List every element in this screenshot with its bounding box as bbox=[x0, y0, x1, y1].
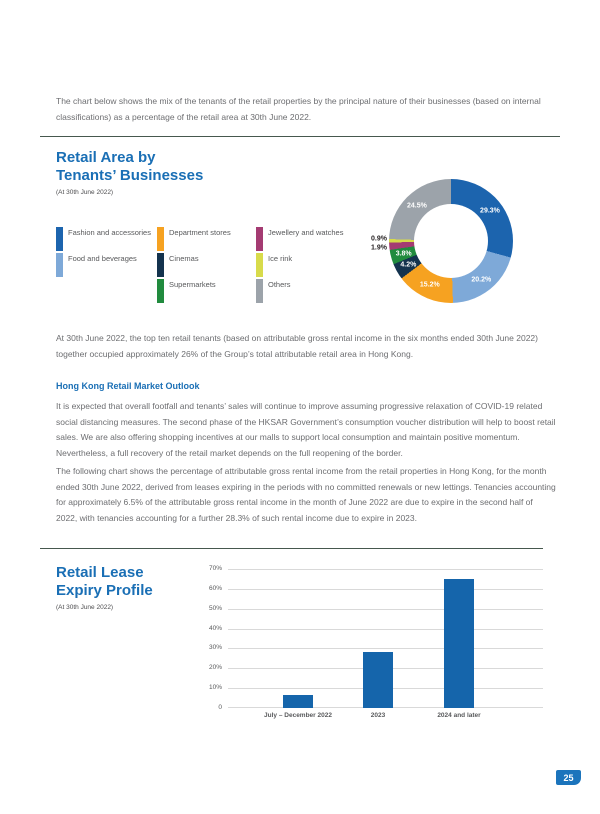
pie-legend-column: Jewellery and watches Ice rink Others bbox=[256, 227, 343, 305]
pie-value-label: 1.9% bbox=[371, 244, 387, 252]
after-pie-paragraph: At 30th June 2022, the top ten retail te… bbox=[56, 333, 538, 359]
pie-legend-column: Department stores Cinemas Supermarkets bbox=[157, 227, 231, 305]
gridline bbox=[228, 569, 543, 570]
pie-legend: Fashion and accessories Food and beverage… bbox=[56, 227, 356, 309]
gridline bbox=[228, 648, 543, 650]
legend-swatch bbox=[256, 253, 263, 277]
x-category-label: 2023 bbox=[370, 712, 386, 719]
bar-section-title-line2: Expiry Profile bbox=[56, 582, 153, 599]
legend-swatch bbox=[56, 253, 63, 277]
pie-value-label: 20.2% bbox=[471, 276, 492, 284]
legend-swatch bbox=[56, 227, 63, 251]
pie-value-label: 24.5% bbox=[406, 202, 427, 210]
pie-value-label: 29.3% bbox=[480, 207, 500, 215]
bar-section-subtitle: (At 30th June 2022) bbox=[56, 604, 114, 611]
legend-swatch bbox=[157, 279, 164, 303]
legend-label: Ice rink bbox=[268, 254, 293, 263]
outlook-paragraph-1: It is expected that overall footfall and… bbox=[56, 401, 556, 458]
x-category-label: July – December 2022 bbox=[264, 712, 332, 719]
section-divider-bottom bbox=[40, 548, 543, 549]
section-divider-top bbox=[40, 136, 560, 137]
legend-swatch bbox=[157, 253, 164, 277]
legend-item: Food and beverages bbox=[56, 253, 151, 279]
page-number-badge: 25 bbox=[556, 770, 581, 785]
legend-item: Cinemas bbox=[157, 253, 231, 279]
outlook-paragraph-2: The following chart shows the percentage… bbox=[56, 466, 556, 523]
gridline bbox=[228, 608, 543, 610]
gridline bbox=[228, 588, 543, 590]
y-tick-label: 20% bbox=[208, 664, 222, 672]
y-tick-label: 70% bbox=[208, 565, 222, 572]
legend-item: Others bbox=[256, 279, 343, 305]
legend-label: Food and beverages bbox=[68, 254, 137, 263]
y-tick-label: 30% bbox=[208, 644, 222, 652]
pie-section-title: Retail Area by Tenants’ Businesses (At 3… bbox=[56, 149, 203, 198]
intro-paragraph: The chart below shows the mix of the ten… bbox=[56, 96, 541, 122]
legend-item: Jewellery and watches bbox=[256, 227, 343, 253]
pie-section-subtitle: (At 30th June 2022) bbox=[56, 189, 114, 196]
outlook-heading: Hong Kong Retail Market Outlook bbox=[56, 381, 200, 391]
pie-value-label: 4.2% bbox=[400, 261, 417, 269]
bar-section-title: Retail Lease Expiry Profile (At 30th Jun… bbox=[56, 564, 153, 613]
y-tick-label: 40% bbox=[208, 624, 222, 632]
bar bbox=[363, 651, 393, 708]
legend-label: Fashion and accessories bbox=[68, 228, 151, 237]
donut-chart: 29.3% 20.2% 15.2% 4.2% 3.8% 24.5% 0.9% 1.9% bbox=[371, 162, 546, 322]
pie-section-title-line1: Retail Area by bbox=[56, 149, 156, 166]
legend-label: Others bbox=[268, 280, 291, 289]
pie-section-title-line2: Tenants’ Businesses bbox=[56, 167, 204, 184]
legend-label: Jewellery and watches bbox=[268, 228, 344, 237]
legend-item: Supermarkets bbox=[157, 279, 231, 305]
pie-value-label: 15.2% bbox=[419, 281, 440, 289]
legend-label: Supermarkets bbox=[169, 280, 216, 289]
x-category-label: 2024 and later bbox=[437, 712, 481, 719]
pie-value-label: 3.8% bbox=[395, 250, 412, 258]
y-tick-label: 60% bbox=[208, 584, 222, 592]
pie-value-label: 0.9% bbox=[371, 235, 387, 243]
legend-swatch bbox=[157, 227, 164, 251]
y-tick-label: 0 bbox=[218, 704, 222, 711]
legend-item: Ice rink bbox=[256, 253, 343, 279]
donut-hole bbox=[414, 204, 488, 278]
legend-item: Fashion and accessories bbox=[56, 227, 151, 253]
bar bbox=[283, 695, 313, 708]
legend-label: Cinemas bbox=[169, 254, 199, 263]
bar-chart: July – December 2022 2023 2024 and later bbox=[228, 569, 543, 719]
pie-legend-column: Fashion and accessories Food and beverage… bbox=[56, 227, 151, 279]
bar-chart-y-axis: 70% 60% 50% 40% 30% 20% 10% 0 bbox=[180, 565, 222, 711]
y-tick-label: 10% bbox=[208, 684, 222, 692]
legend-item: Department stores bbox=[157, 227, 231, 253]
legend-swatch bbox=[256, 227, 263, 251]
bar bbox=[444, 578, 474, 708]
gridline bbox=[228, 628, 543, 630]
bar-section-title-line1: Retail Lease bbox=[56, 564, 144, 581]
legend-label: Department stores bbox=[169, 228, 231, 237]
y-tick-label: 50% bbox=[208, 604, 222, 612]
legend-swatch bbox=[256, 279, 263, 303]
